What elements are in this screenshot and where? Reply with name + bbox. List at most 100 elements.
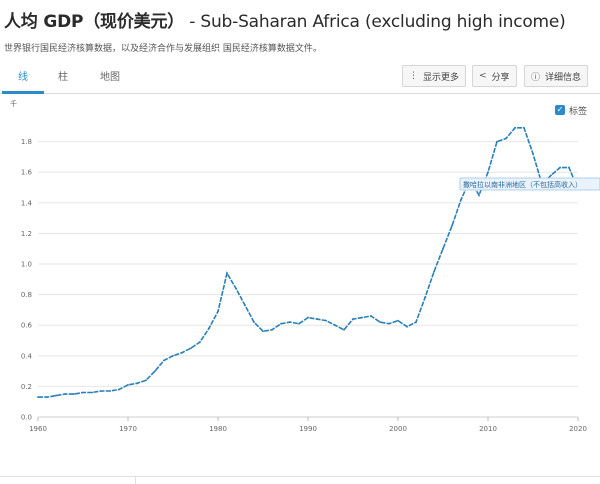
active-tab-indicator <box>2 91 44 94</box>
data-point <box>136 382 138 385</box>
data-point <box>298 322 300 325</box>
data-point <box>82 391 84 394</box>
more-vertical-icon: ⋮ <box>409 71 418 81</box>
series-annotation-box <box>459 177 600 191</box>
data-point <box>262 330 264 333</box>
y-tick-label: 1.6 <box>21 169 33 177</box>
data-point <box>118 388 120 391</box>
data-point <box>496 140 498 143</box>
data-point <box>172 354 174 357</box>
data-point <box>100 390 102 392</box>
data-point <box>361 316 363 319</box>
y-tick-label: 1.8 <box>21 138 32 146</box>
data-point <box>451 224 453 227</box>
details-button[interactable]: ⓘ 详细信息 <box>524 65 589 87</box>
view-tabbar: 线 柱 地图 ⋮ 显示更多 < 分享 ⓘ 详细信息 <box>0 58 600 94</box>
data-point <box>271 328 273 331</box>
data-point <box>208 327 210 330</box>
data-point <box>280 322 282 325</box>
share-button[interactable]: < 分享 <box>472 65 517 87</box>
data-point <box>37 396 39 399</box>
data-point <box>424 296 426 299</box>
tab-map[interactable]: 地图 <box>100 72 120 83</box>
data-point <box>406 325 408 328</box>
x-tick-label: 1990 <box>299 425 317 433</box>
data-point <box>325 319 327 322</box>
data-point <box>226 272 228 275</box>
data-point <box>343 328 345 331</box>
gdp-line-chart: 千 0.0 0.2 0.4 0.6 0.8 1.0 1.2 1.4 1.6 1.8 1960 1970 1… <box>10 99 600 433</box>
x-tick-label: 1970 <box>119 425 137 433</box>
data-point <box>163 359 165 362</box>
page-title-cn: 人均 GDP（现价美元） <box>4 12 185 32</box>
data-point <box>46 396 48 399</box>
data-point <box>352 318 354 320</box>
data-point <box>397 319 399 322</box>
y-tick-label: 1.0 <box>21 261 32 269</box>
data-point <box>316 318 318 320</box>
label-toggle-text: 标签 <box>569 107 588 117</box>
data-point <box>145 379 147 382</box>
data-point <box>532 152 534 155</box>
y-tick-label: 0.8 <box>21 291 32 299</box>
data-point <box>127 383 129 386</box>
x-tick-label: 1960 <box>29 425 47 433</box>
series-line <box>38 126 579 398</box>
data-point <box>379 321 381 324</box>
data-point <box>73 393 75 395</box>
data-point <box>442 247 444 250</box>
data-point <box>154 370 156 372</box>
x-tick-label: 2010 <box>479 425 497 433</box>
data-point <box>388 322 390 325</box>
data-point <box>244 304 246 307</box>
y-unit-label: 千 <box>10 99 17 108</box>
series-annotation-label: 撒哈拉以南非洲地区（不包括高收入） <box>463 180 582 189</box>
data-point <box>235 287 237 290</box>
data-point <box>415 321 417 324</box>
label-checkbox[interactable]: ✓ <box>555 105 565 115</box>
x-tick-label: 2020 <box>569 425 587 433</box>
data-point <box>460 198 462 201</box>
data-point <box>550 174 552 177</box>
details-label: 详细信息 <box>545 72 582 83</box>
data-point <box>478 194 480 197</box>
x-tick-label: 2000 <box>389 425 407 433</box>
data-point <box>181 351 183 354</box>
data-point <box>523 126 525 129</box>
page-title: 人均 GDP（现价美元） - Sub-Saharan Africa (exclu… <box>4 7 596 32</box>
data-point <box>307 316 309 319</box>
share-label: 分享 <box>491 72 510 83</box>
data-point <box>568 166 570 169</box>
data-point <box>64 393 66 395</box>
data-point <box>505 137 507 140</box>
data-point <box>55 394 57 397</box>
y-tick-label: 1.2 <box>21 230 32 238</box>
data-point <box>433 270 435 273</box>
source-note: 世界银行国民经济核算数据，以及经济合作与发展组织 国民经济核算数据文件。 <box>4 44 322 54</box>
data-point <box>370 315 372 317</box>
y-tick-label: 0.6 <box>21 322 33 330</box>
tab-bar[interactable]: 柱 <box>58 72 68 83</box>
data-point <box>190 347 192 350</box>
y-tick-label: 0.4 <box>21 352 33 360</box>
share-icon: < <box>479 71 487 81</box>
data-point <box>199 341 201 343</box>
data-point <box>559 166 561 169</box>
data-point <box>217 310 219 313</box>
y-tick-label: 0.0 <box>21 414 32 422</box>
x-tick-label: 1980 <box>209 425 227 433</box>
data-point <box>334 324 336 327</box>
footer-divider <box>0 476 600 477</box>
footer-divider-tick <box>135 476 136 484</box>
show-more-button[interactable]: ⋮ 显示更多 <box>402 65 467 87</box>
data-point <box>514 126 516 129</box>
y-tick-label: 1.4 <box>21 199 33 207</box>
data-point <box>91 391 93 394</box>
tab-line[interactable]: 线 <box>18 72 28 83</box>
data-point <box>253 321 255 324</box>
y-tick-label: 0.2 <box>21 383 32 391</box>
data-point <box>109 390 111 392</box>
info-icon: ⓘ <box>531 72 541 83</box>
data-point <box>487 171 489 174</box>
page-title-en: - Sub-Saharan Africa (excluding high inc… <box>184 12 566 32</box>
